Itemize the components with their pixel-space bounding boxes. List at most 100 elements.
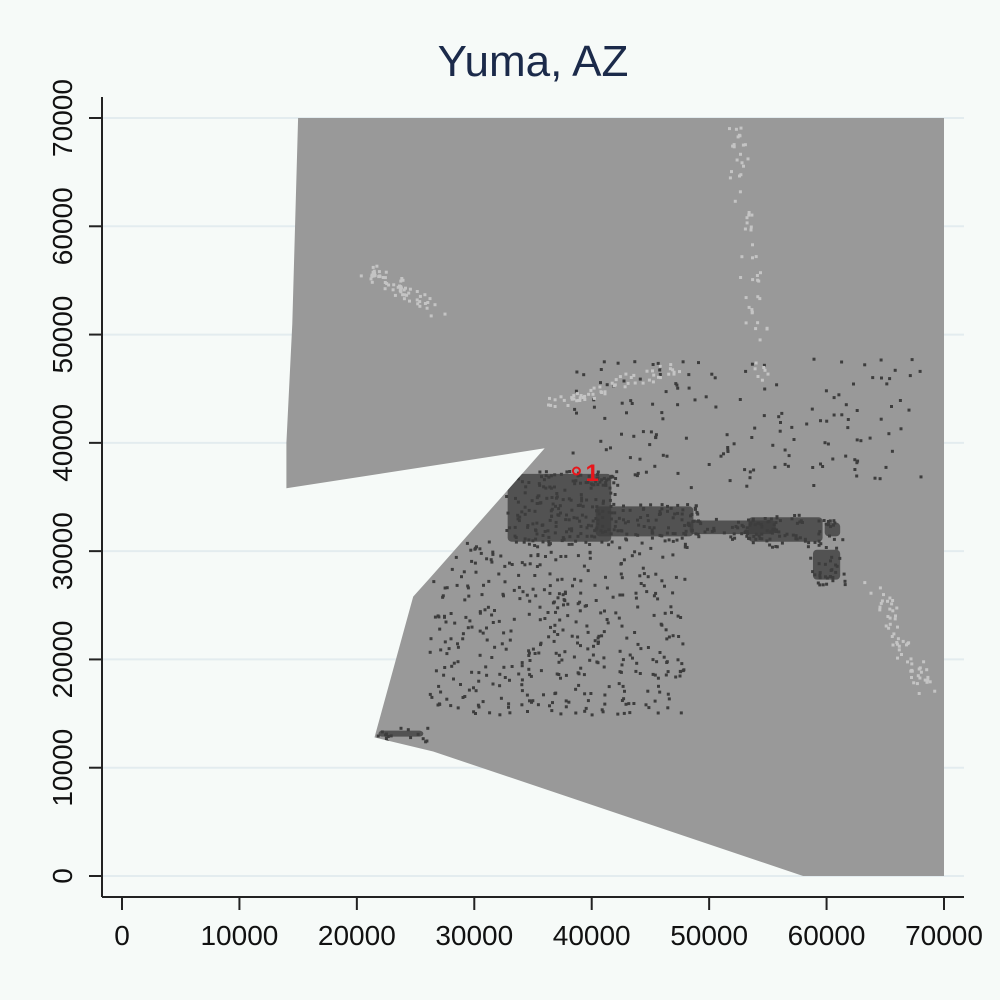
developed-pixel xyxy=(559,712,563,716)
developed-pixel xyxy=(604,448,608,452)
developed-pixel xyxy=(817,562,821,566)
developed-pixel xyxy=(472,710,476,714)
light-feature-pixel xyxy=(408,287,412,291)
developed-pixel xyxy=(817,543,821,547)
developed-pixel xyxy=(790,517,794,521)
developed-pixel xyxy=(531,587,535,591)
developed-pixel xyxy=(661,453,665,457)
developed-pixel xyxy=(639,516,643,519)
developed-pixel xyxy=(586,523,590,527)
developed-pixel xyxy=(602,665,606,669)
developed-pixel xyxy=(646,575,650,579)
developed-pixel xyxy=(778,519,782,523)
developed-pixel xyxy=(563,488,567,492)
light-feature-pixel xyxy=(742,164,745,168)
developed-pixel xyxy=(497,619,501,623)
developed-pixel xyxy=(461,696,465,699)
developed-pixel xyxy=(576,534,580,538)
light-feature-pixel xyxy=(751,278,755,282)
developed-pixel xyxy=(514,536,518,540)
light-feature-pixel xyxy=(733,199,737,203)
developed-pixel xyxy=(750,436,754,439)
developed-pixel xyxy=(819,462,822,466)
developed-pixel xyxy=(585,526,589,530)
developed-pixel xyxy=(499,696,503,700)
light-feature-pixel xyxy=(739,152,742,156)
developed-pixel xyxy=(491,682,495,686)
developed-pixel xyxy=(512,588,516,592)
developed-pixel xyxy=(831,457,835,461)
y-tick-label: 20000 xyxy=(47,620,78,698)
developed-pixel xyxy=(818,530,822,534)
developed-pixel xyxy=(616,361,620,365)
developed-pixel xyxy=(485,626,488,630)
light-feature-pixel xyxy=(443,312,447,316)
developed-pixel xyxy=(803,539,807,543)
light-feature-pixel xyxy=(895,642,899,646)
developed-pixel xyxy=(681,642,685,646)
developed-pixel xyxy=(751,541,755,545)
x-tick-label: 60000 xyxy=(788,920,866,951)
developed-pixel xyxy=(816,581,820,585)
light-feature-pixel xyxy=(897,644,901,648)
developed-pixel xyxy=(749,521,753,525)
developed-pixel xyxy=(424,740,428,744)
developed-pixel xyxy=(568,470,572,473)
light-feature-pixel xyxy=(758,338,762,342)
developed-pixel xyxy=(651,402,655,406)
light-feature-pixel xyxy=(887,626,891,630)
developed-pixel xyxy=(712,526,716,530)
developed-pixel xyxy=(656,597,660,601)
light-feature-pixel xyxy=(928,680,932,684)
developed-pixel xyxy=(488,711,492,715)
developed-pixel xyxy=(546,529,550,533)
developed-pixel xyxy=(598,480,602,484)
developed-pixel xyxy=(667,697,671,701)
developed-pixel xyxy=(549,625,552,629)
developed-pixel xyxy=(878,477,882,481)
developed-pixel xyxy=(650,528,654,532)
x-tick-label: 0 xyxy=(114,920,130,951)
developed-pixel xyxy=(591,483,595,487)
developed-pixel xyxy=(879,358,883,362)
developed-pixel xyxy=(478,611,482,615)
developed-pixel xyxy=(437,684,441,688)
developed-pixel xyxy=(843,579,847,583)
developed-pixel xyxy=(791,533,795,537)
developed-pixel xyxy=(831,576,835,579)
developed-pixel xyxy=(645,590,649,594)
developed-pixel xyxy=(680,518,684,522)
developed-pixel xyxy=(596,636,600,640)
developed-pixel xyxy=(651,363,655,366)
developed-pixel xyxy=(483,608,487,612)
developed-pixel xyxy=(885,382,889,386)
point-marker xyxy=(571,466,581,476)
developed-pixel xyxy=(535,521,539,525)
developed-pixel xyxy=(389,734,393,738)
developed-pixel xyxy=(731,537,734,541)
developed-pixel xyxy=(681,360,685,364)
developed-pixel xyxy=(690,513,694,516)
developed-pixel xyxy=(828,534,831,538)
developed-pixel xyxy=(547,475,551,479)
developed-pixel xyxy=(567,497,571,501)
developed-pixel xyxy=(610,474,614,478)
light-feature-pixel xyxy=(359,274,363,278)
light-feature-pixel xyxy=(583,398,587,401)
developed-pixel xyxy=(772,523,776,527)
developed-pixel xyxy=(534,528,537,532)
x-tick-label: 40000 xyxy=(553,920,631,951)
developed-pixel xyxy=(710,529,714,533)
developed-pixel xyxy=(478,653,482,657)
light-feature-pixel xyxy=(765,327,769,331)
developed-pixel xyxy=(660,507,664,511)
developed-pixel xyxy=(528,699,531,703)
developed-pixel xyxy=(384,736,388,740)
developed-pixel xyxy=(467,688,471,692)
developed-pixel xyxy=(455,583,459,587)
developed-pixel xyxy=(574,539,578,543)
developed-pixel xyxy=(520,664,524,668)
developed-pixel xyxy=(591,519,595,523)
light-feature-pixel xyxy=(407,291,411,295)
developed-pixel xyxy=(614,477,618,480)
